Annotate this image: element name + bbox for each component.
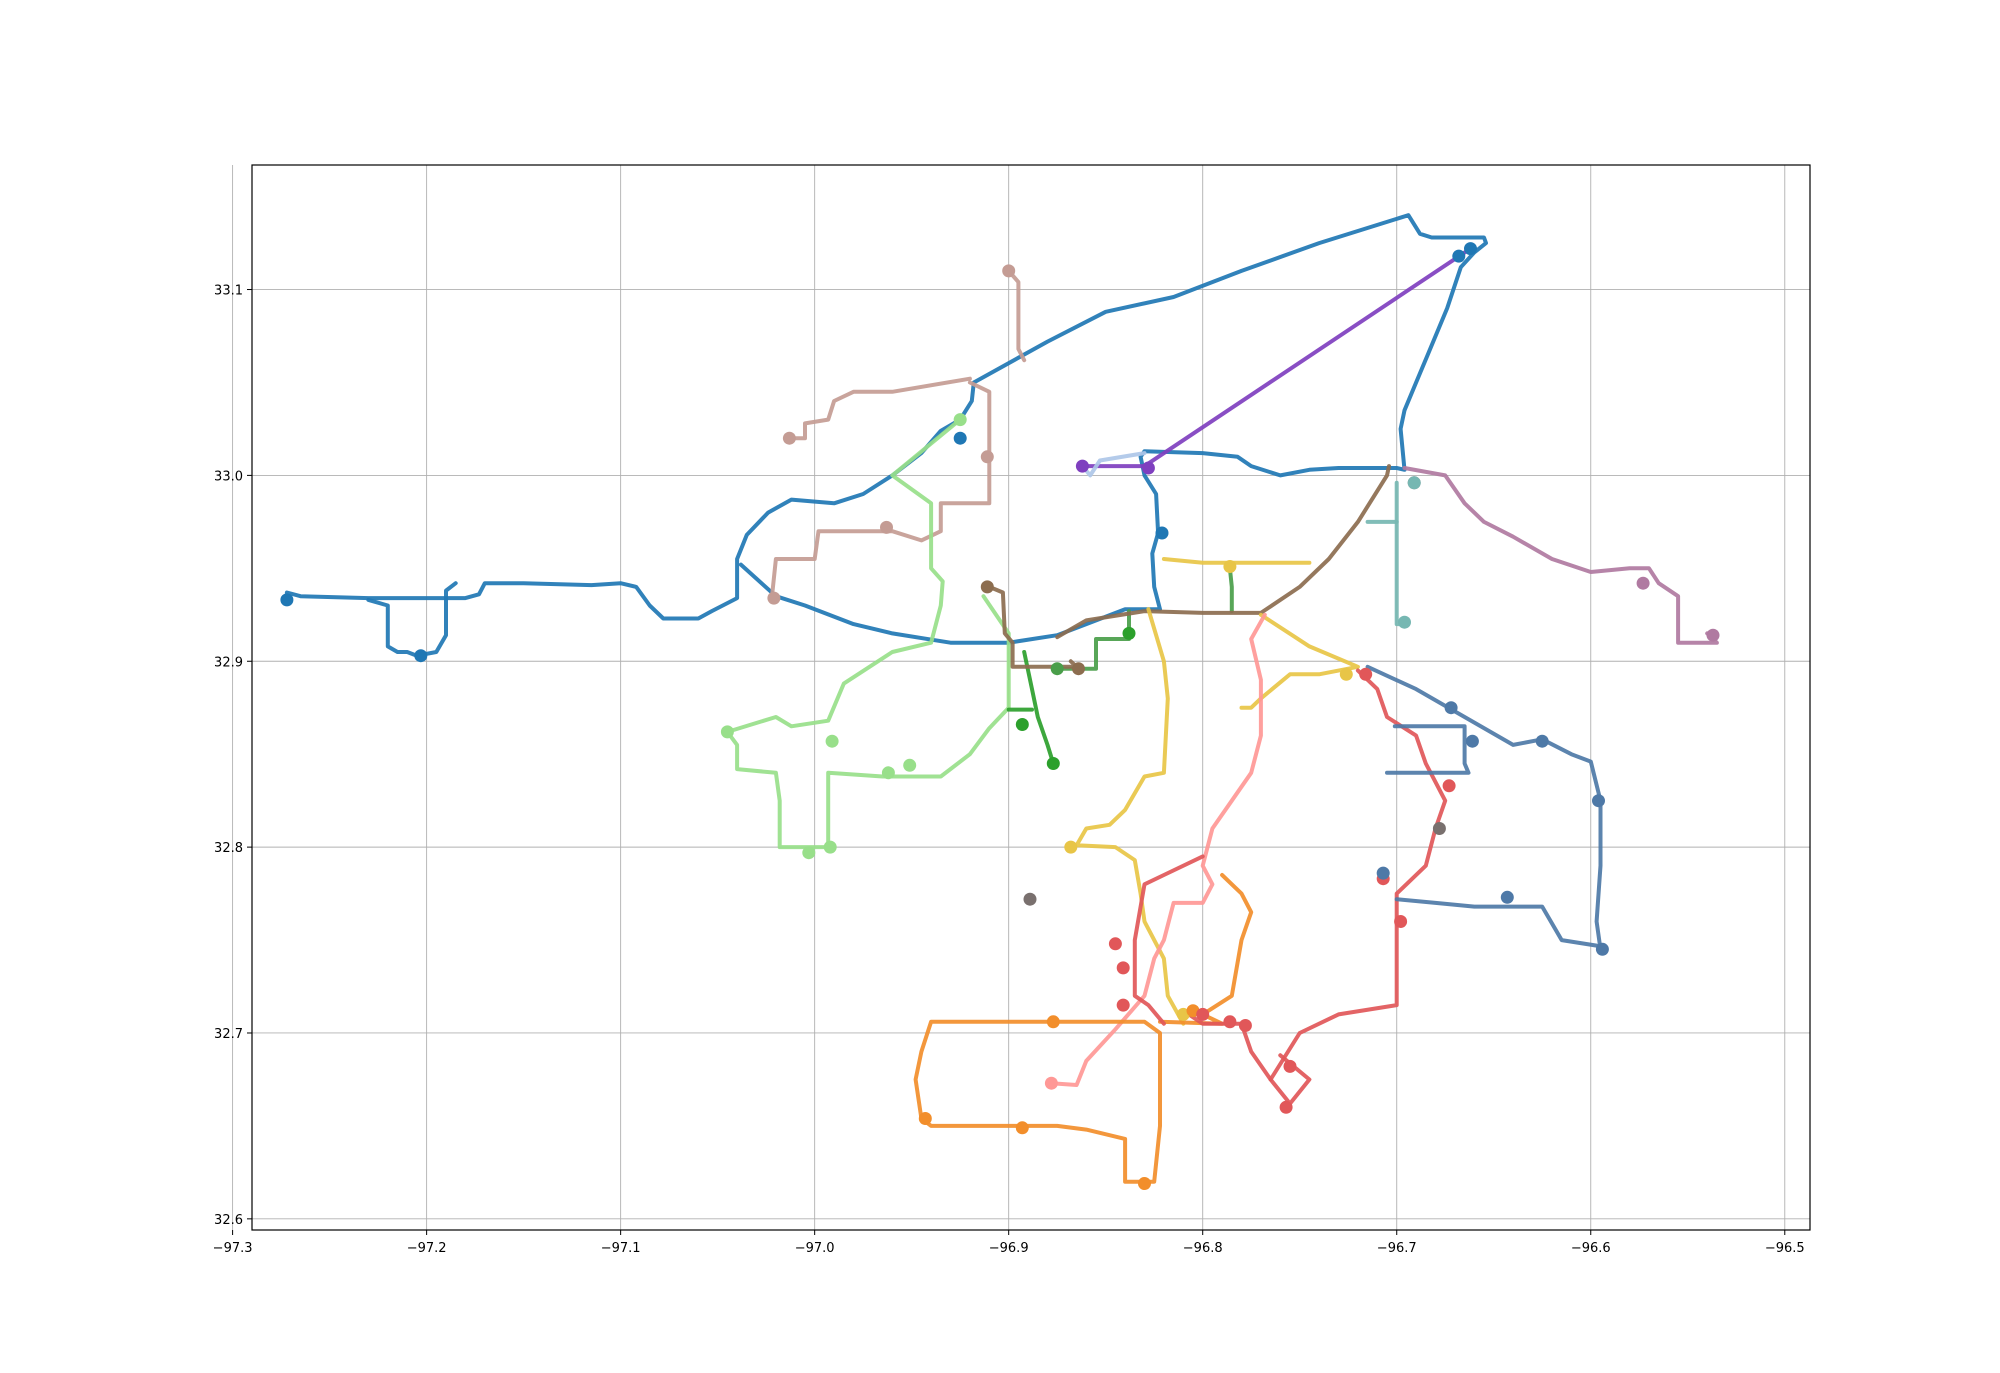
route-line: [366, 581, 458, 658]
stop-marker: [1108, 937, 1122, 951]
x-tick-label: −96.5: [1765, 1241, 1805, 1256]
stop-marker: [1452, 249, 1466, 263]
route-line: [1385, 724, 1471, 775]
stop-marker: [1442, 779, 1456, 793]
x-tick-label: −96.9: [989, 1241, 1029, 1256]
y-tick-label: 33.0: [214, 469, 243, 484]
route-line: [725, 417, 963, 734]
stop-marker: [1223, 560, 1237, 573]
route-line: [1055, 464, 1391, 640]
x-tick-label: −97.0: [795, 1241, 835, 1256]
stop-marker: [1223, 1015, 1237, 1029]
route-line: [1181, 1008, 1312, 1106]
route-line: [913, 1019, 1162, 1184]
stop-marker: [1595, 942, 1609, 956]
x-tick-label: −96.7: [1377, 1241, 1417, 1256]
stop-marker: [1636, 576, 1650, 590]
route-line: [1394, 897, 1599, 948]
stop-marker: [1141, 461, 1155, 475]
route-line: [1227, 566, 1234, 614]
stop-marker: [767, 591, 781, 605]
stop-marker: [903, 758, 917, 772]
stop-marker: [1279, 1100, 1293, 1114]
stop-marker: [881, 766, 895, 780]
stop-marker: [1023, 892, 1037, 906]
stop-marker: [1122, 626, 1136, 640]
stop-marker: [1394, 915, 1408, 928]
stop-marker: [1407, 476, 1421, 490]
stop-marker: [1155, 526, 1169, 540]
route-line: [725, 594, 1011, 850]
route-line: [1022, 650, 1056, 766]
stop-marker: [880, 520, 893, 534]
stop-marker: [1432, 822, 1446, 835]
stop-marker: [720, 725, 734, 739]
route-line: [1132, 854, 1205, 1026]
stop-marker: [953, 431, 967, 445]
stop-marker: [1376, 866, 1390, 880]
route-line: [770, 380, 992, 599]
stop-marker: [1072, 662, 1085, 676]
stop-marker: [280, 593, 294, 607]
stop-marker: [1592, 794, 1605, 808]
stop-marker: [802, 846, 816, 860]
route-line: [1239, 612, 1360, 710]
stop-marker: [1535, 734, 1549, 748]
stop-marker: [1238, 1019, 1252, 1032]
route-line: [789, 376, 972, 441]
stop-marker: [1359, 667, 1373, 681]
stop-marker: [1050, 662, 1064, 676]
route-line: [284, 213, 1488, 645]
route-line: [1074, 607, 1186, 1026]
x-tick-label: −96.8: [1183, 1241, 1223, 1256]
stop-marker: [980, 580, 994, 594]
stop-marker: [1002, 264, 1016, 278]
stop-marker: [1015, 718, 1029, 731]
stop-marker: [1046, 1015, 1060, 1029]
y-tick-label: 33.1: [214, 284, 243, 299]
stop-marker: [1116, 961, 1130, 975]
stop-marker: [1044, 1076, 1058, 1090]
y-tick-label: 32.8: [214, 841, 243, 856]
stop-marker: [1064, 840, 1078, 854]
x-tick-label: −97.3: [213, 1241, 253, 1256]
stop-marker: [1116, 998, 1130, 1012]
stop-marker: [1015, 1121, 1029, 1135]
stop-marker: [918, 1112, 932, 1125]
stop-marker: [1138, 1177, 1151, 1190]
route-stop-markers: [280, 242, 1720, 1190]
x-tick-label: −97.2: [407, 1241, 447, 1256]
stop-marker: [1464, 242, 1477, 256]
stop-marker: [1444, 701, 1458, 715]
stop-marker: [1339, 667, 1353, 681]
axis-ticks: −97.3 −97.2 −97.1 −97.0 −96.9 −96.8 −96.7 −96.6…: [213, 284, 1805, 1256]
stop-marker: [1706, 628, 1720, 642]
stop-marker: [782, 431, 796, 445]
x-tick-label: −96.6: [1571, 1241, 1611, 1256]
route-line: [1006, 268, 1027, 363]
route-line: [1049, 612, 1267, 1087]
y-tick-label: 32.9: [214, 655, 243, 670]
x-tick-label: −97.1: [601, 1241, 641, 1256]
stop-marker: [823, 840, 837, 854]
stop-marker: [1196, 1007, 1210, 1021]
stop-marker: [1075, 459, 1089, 473]
stop-marker: [953, 413, 967, 427]
stop-marker: [414, 649, 428, 663]
stop-marker: [1500, 890, 1514, 904]
y-tick-label: 32.7: [214, 1027, 243, 1042]
plot-frame: [251, 164, 1811, 1231]
stop-marker: [980, 450, 994, 464]
stop-marker: [1283, 1059, 1297, 1073]
stop-marker: [1398, 615, 1411, 629]
y-tick-label: 32.6: [214, 1213, 243, 1228]
route-line: [1161, 557, 1312, 565]
stop-marker: [825, 734, 839, 748]
stop-marker: [1465, 734, 1479, 748]
stop-marker: [1046, 757, 1060, 770]
route-line: [1402, 466, 1719, 645]
